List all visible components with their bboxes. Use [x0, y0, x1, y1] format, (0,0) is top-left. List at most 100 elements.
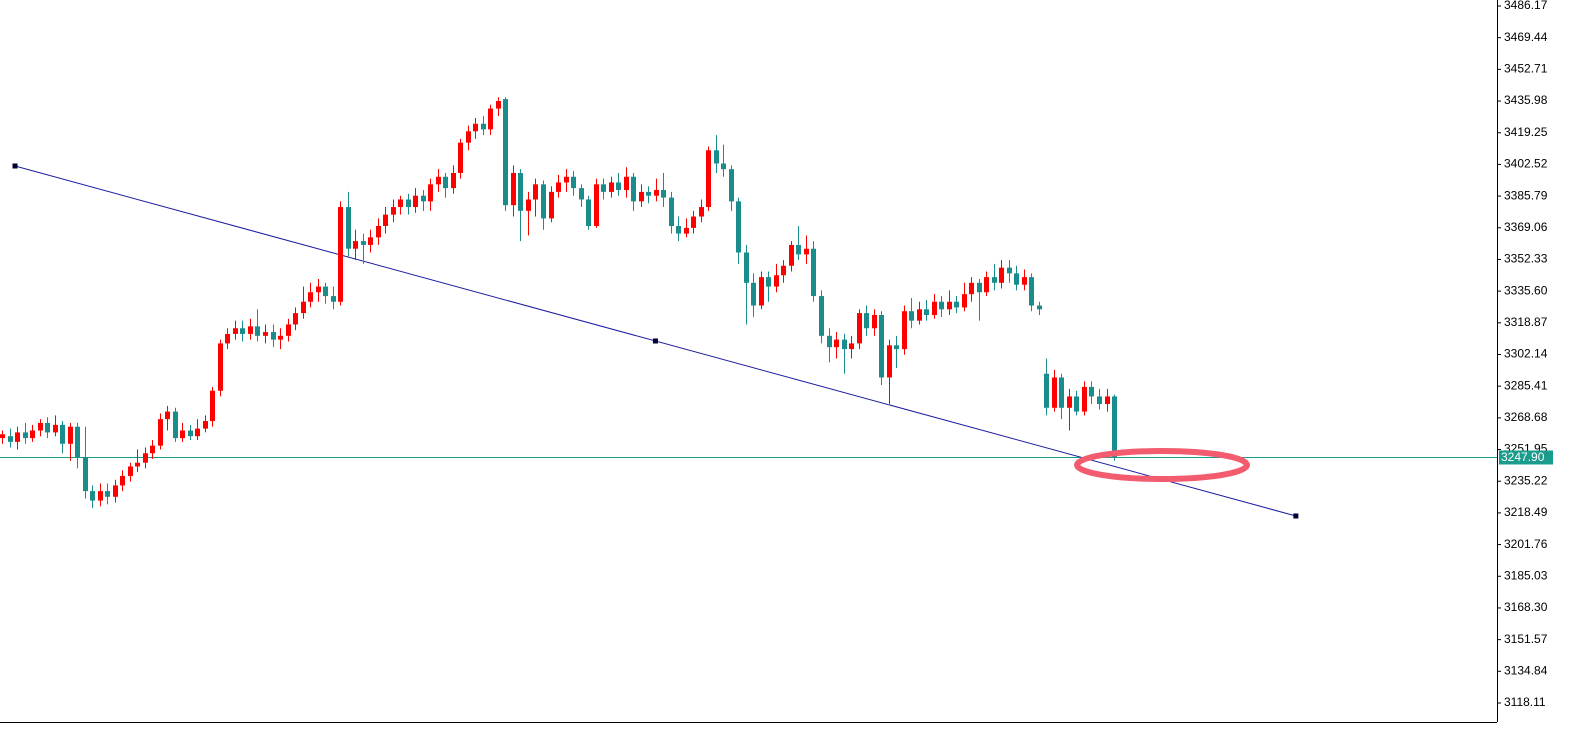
- candle-body: [503, 99, 508, 206]
- candle-body: [180, 430, 185, 439]
- candle-body: [301, 301, 306, 314]
- candle-body: [0, 434, 5, 439]
- last-price-box: [1499, 450, 1553, 465]
- candle-body: [684, 227, 689, 234]
- candle-body: [917, 309, 922, 321]
- candle-body: [533, 184, 538, 200]
- candle-body: [751, 282, 756, 306]
- candle-body: [518, 172, 523, 211]
- y-tick-label: 3469.44: [1504, 30, 1548, 44]
- candle-body: [488, 108, 493, 130]
- candle-body: [135, 462, 140, 467]
- candle-body: [218, 343, 223, 391]
- candle-body: [1067, 396, 1072, 408]
- candle-body: [999, 267, 1004, 283]
- candle-body: [1029, 277, 1034, 306]
- candle-body: [781, 265, 786, 276]
- candle-body: [706, 150, 711, 208]
- candle-body: [1037, 305, 1042, 310]
- candle-body: [255, 326, 260, 336]
- candle-body: [962, 294, 967, 308]
- candle-body: [639, 191, 644, 202]
- y-tick-label: 3268.68: [1504, 410, 1548, 424]
- y-tick-label: 3419.25: [1504, 125, 1548, 139]
- candle-body: [173, 411, 178, 439]
- candle-body: [1022, 277, 1027, 285]
- candle-body: [286, 324, 291, 336]
- price-label: 3247.90: [1499, 450, 1553, 465]
- candle-body: [541, 184, 546, 219]
- candle-body: [842, 339, 847, 350]
- candle-body: [879, 314, 884, 378]
- candle-body: [564, 176, 569, 183]
- candle-body: [947, 301, 952, 310]
- y-tick-label: 3369.06: [1504, 220, 1548, 234]
- candle-body: [1105, 396, 1110, 404]
- candle-body: [744, 252, 749, 283]
- candle-body: [496, 101, 501, 109]
- candle-body: [804, 248, 809, 255]
- candle-body: [924, 309, 929, 315]
- candle-body: [240, 328, 245, 334]
- candle-body: [30, 430, 35, 439]
- candle-body: [864, 313, 869, 329]
- candle-body: [586, 199, 591, 226]
- candle-body: [992, 277, 997, 283]
- candle-body: [954, 301, 959, 308]
- candle-body: [68, 426, 73, 444]
- candle-body: [83, 457, 88, 492]
- candle-body: [271, 332, 276, 340]
- y-tick-label: 3385.79: [1504, 188, 1548, 202]
- candle-body: [391, 207, 396, 215]
- candle-body: [646, 191, 651, 196]
- candle-body: [90, 491, 95, 501]
- y-tick-label: 3168.30: [1504, 600, 1548, 614]
- candle-body: [939, 301, 944, 310]
- y-tick-label: 3185.03: [1504, 568, 1548, 582]
- y-tick-label: 3402.52: [1504, 157, 1548, 171]
- candle-body: [53, 424, 58, 433]
- candle-body: [278, 335, 283, 340]
- candle-body: [1014, 273, 1019, 285]
- candle-body: [669, 197, 674, 226]
- candle-body: [857, 313, 862, 344]
- y-tick-label: 3335.60: [1504, 283, 1548, 297]
- candle-body: [909, 311, 914, 321]
- candle-body: [984, 277, 989, 293]
- candle-body: [766, 277, 771, 287]
- candle-body: [398, 199, 403, 208]
- candle-body: [654, 190, 659, 196]
- y-tick-label: 3452.71: [1504, 62, 1548, 76]
- candle-body: [1074, 396, 1079, 412]
- candle-body: [113, 485, 118, 497]
- candle-body: [165, 411, 170, 420]
- candle-body: [894, 345, 899, 350]
- trendline-midpoint-handle: [652, 338, 658, 344]
- candle-body: [887, 345, 892, 378]
- trendline-handle: [1293, 513, 1299, 519]
- candle-body: [346, 207, 351, 249]
- candle-body: [1089, 386, 1094, 397]
- candle-body: [225, 333, 230, 344]
- candle-body: [143, 453, 148, 463]
- candle-body: [323, 286, 328, 297]
- candle-body: [105, 491, 110, 497]
- candle-body: [428, 184, 433, 202]
- y-tick-label: 3201.76: [1504, 537, 1548, 551]
- candle-body: [1007, 267, 1012, 274]
- candle-body: [872, 314, 877, 329]
- candle-body: [699, 207, 704, 217]
- candle-body: [60, 424, 65, 444]
- candle-body: [308, 292, 313, 302]
- highlight-ellipse: [1074, 448, 1250, 482]
- candle-body: [819, 296, 824, 336]
- candle-body: [195, 428, 200, 437]
- y-tick-label: 3318.87: [1504, 315, 1548, 329]
- candle-body: [1097, 396, 1102, 404]
- candle-body: [526, 199, 531, 211]
- candle-body: [736, 201, 741, 253]
- candle-body: [1112, 396, 1117, 458]
- candle-body: [661, 190, 666, 198]
- y-tick-label: 3118.11: [1504, 695, 1546, 709]
